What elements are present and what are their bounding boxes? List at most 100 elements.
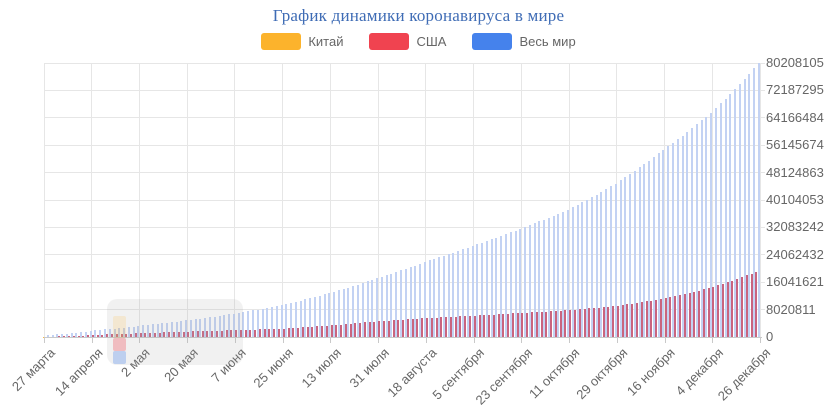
bar-usa[interactable] [77,335,80,337]
bar-usa[interactable] [650,300,653,337]
bar-usa[interactable] [96,334,99,337]
bar-usa[interactable] [368,322,371,337]
bar-usa[interactable] [507,313,510,337]
bar-world[interactable] [743,78,746,337]
bar-usa[interactable] [192,331,195,337]
bar-usa[interactable] [545,311,548,337]
bar-usa[interactable] [325,325,328,337]
bar-usa[interactable] [139,333,142,337]
bar-world[interactable] [218,315,221,337]
bar-usa[interactable] [125,333,128,337]
bar-usa[interactable] [721,283,724,337]
bar-usa[interactable] [273,328,276,337]
bar-world[interactable] [65,333,68,337]
bar-usa[interactable] [297,327,300,337]
bar-usa[interactable] [478,315,481,337]
bar-world[interactable] [237,312,240,337]
bar-world[interactable] [457,250,460,337]
bar-world[interactable] [318,295,321,337]
bar-world[interactable] [89,330,92,337]
bar-usa[interactable] [378,321,381,337]
bar-usa[interactable] [731,280,734,337]
bar-usa[interactable] [531,312,534,337]
bar-world[interactable] [404,268,407,337]
bar-world[interactable] [509,232,512,337]
bar-usa[interactable] [435,317,438,337]
bar-usa[interactable] [330,325,333,337]
bar-usa[interactable] [177,331,180,337]
bar-usa[interactable] [230,330,233,337]
bar-world[interactable] [471,245,474,337]
bar-usa[interactable] [320,325,323,337]
bar-world[interactable] [638,167,641,337]
bar-usa[interactable] [106,334,109,337]
bar-usa[interactable] [344,324,347,337]
bar-usa[interactable] [263,329,266,337]
bar-usa[interactable] [158,332,161,337]
bar-usa[interactable] [249,329,252,337]
bar-usa[interactable] [244,329,247,337]
bar-world[interactable] [672,142,675,337]
bar-world[interactable] [209,317,212,337]
bar-usa[interactable] [363,322,366,337]
bar-usa[interactable] [87,335,90,337]
bar-usa[interactable] [383,320,386,337]
bar-world[interactable] [552,215,555,337]
bar-world[interactable] [533,223,536,337]
bar-usa[interactable] [91,334,94,337]
bar-usa[interactable] [712,286,715,337]
bar-usa[interactable] [130,333,133,337]
bar-usa[interactable] [564,310,567,337]
bar-usa[interactable] [440,317,443,337]
bar-usa[interactable] [540,311,543,337]
bar-world[interactable] [724,98,727,337]
bar-world[interactable] [686,131,689,337]
bar-world[interactable] [485,240,488,337]
bar-usa[interactable] [349,323,352,337]
bar-world[interactable] [261,308,264,337]
bar-usa[interactable] [449,316,452,337]
bar-world[interactable] [700,120,703,337]
bar-world[interactable] [213,316,216,337]
bar-world[interactable] [385,275,388,337]
bar-world[interactable] [361,283,364,337]
bar-world[interactable] [490,239,493,337]
legend-item-usa[interactable]: США [369,33,446,50]
bar-usa[interactable] [526,312,529,337]
bar-usa[interactable] [72,335,75,337]
bar-usa[interactable] [750,273,753,337]
bar-usa[interactable] [301,327,304,337]
bar-usa[interactable] [206,331,209,337]
bar-world[interactable] [710,112,713,337]
bar-usa[interactable] [163,332,166,337]
bar-usa[interactable] [182,331,185,337]
bar-world[interactable] [56,334,59,337]
bar-world[interactable] [571,207,574,337]
bar-usa[interactable] [726,282,729,337]
bar-usa[interactable] [120,333,123,337]
bar-usa[interactable] [268,329,271,337]
bar-usa[interactable] [392,320,395,337]
bar-usa[interactable] [292,327,295,337]
bar-world[interactable] [337,290,340,337]
bar-world[interactable] [113,328,116,337]
bar-world[interactable] [256,309,259,337]
bar-usa[interactable] [311,326,314,337]
bar-world[interactable] [667,146,670,337]
bar-usa[interactable] [588,308,591,337]
bar-usa[interactable] [153,332,156,337]
bar-world[interactable] [676,139,679,337]
bar-world[interactable] [104,329,107,337]
bar-world[interactable] [146,324,149,337]
bar-usa[interactable] [583,308,586,337]
bar-usa[interactable] [621,305,624,337]
bar-usa[interactable] [707,288,710,337]
bar-usa[interactable] [406,319,409,337]
bar-world[interactable] [648,160,651,337]
bar-usa[interactable] [693,291,696,337]
bar-world[interactable] [242,312,245,337]
bar-world[interactable] [543,219,546,337]
bar-usa[interactable] [717,285,720,337]
bar-world[interactable] [605,189,608,337]
bar-usa[interactable] [402,319,405,337]
